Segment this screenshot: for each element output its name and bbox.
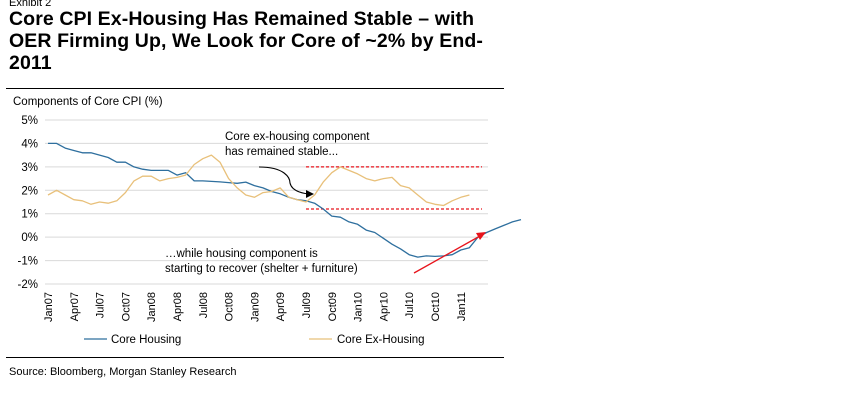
x-tick-label: Jan10 [353,292,365,322]
series-line-core-housing [48,142,522,258]
y-tick-label: 0% [21,232,38,244]
legend: Core Housing Core Ex-Housing [84,334,425,346]
x-tick-label: Apr08 [172,292,184,321]
x-tick-label: Jul09 [301,292,313,318]
x-axis-ticks: Jan07 Apr07 Jul07 Oct07 Jan08 Apr08 Jul08 Oct08… [43,292,468,322]
annotation-ex-housing-line2: has remained stable... [225,146,338,158]
x-tick-label: Apr09 [275,292,287,321]
series-line-core-ex-housing [47,154,470,207]
y-tick-label: -1% [18,256,38,268]
x-tick-label: Apr10 [378,292,390,321]
x-tick-label: Jan09 [249,292,261,322]
y-axis-ticks: 5% 4% 3% 2% 1% 0% -1% -2% [18,115,38,291]
annotation-housing-line2: starting to recover (shelter + furniture… [165,263,358,275]
y-tick-label: -2% [18,279,38,291]
red-arrowhead [476,232,486,240]
x-tick-label: Jul07 [95,292,107,318]
exhibit-label: Exhibit 2 [9,0,52,9]
annotation-ex-housing-line1: Core ex-housing component [225,131,370,143]
black-curved-arrow [258,166,313,195]
chart-subtitle: Components of Core CPI (%) [13,96,163,108]
x-tick-label: Oct10 [430,292,442,321]
y-tick-label: 3% [21,162,38,174]
y-tick-label: 4% [21,138,38,150]
title-divider [6,88,504,89]
annotation-housing-line1: …while housing component is [165,248,318,260]
y-tick-label: 2% [21,185,38,197]
x-tick-label: Apr07 [69,292,81,321]
black-arrowhead [306,190,314,198]
annotations: Core ex-housing component has remained s… [165,131,486,275]
x-tick-label: Jan11 [456,292,468,321]
x-tick-label: Jan07 [43,292,55,322]
y-tick-label: 1% [21,209,38,221]
red-recovery-arrow [413,235,481,274]
source-note: Source: Bloomberg, Morgan Stanley Resear… [9,366,237,378]
x-tick-label: Jul08 [198,292,210,318]
x-tick-label: Oct09 [327,292,339,321]
x-tick-label: Jan08 [146,292,158,322]
footer-divider [6,357,504,358]
x-tick-label: Jul10 [404,292,416,318]
x-tick-label: Oct07 [120,292,132,321]
series-lines [47,142,522,258]
legend-label-core-housing: Core Housing [111,334,181,346]
chart-title: Core CPI Ex-Housing Has Remained Stable … [9,8,483,74]
reference-lines [306,166,482,210]
y-tick-label: 5% [21,115,38,127]
line-chart: 5%4%3%2%1%0%-1%-2% Jan07 Apr07 Jul07 Oct07 J… [18,115,522,346]
legend-label-core-ex-housing: Core Ex-Housing [337,334,425,346]
x-tick-label: Oct08 [224,292,236,321]
